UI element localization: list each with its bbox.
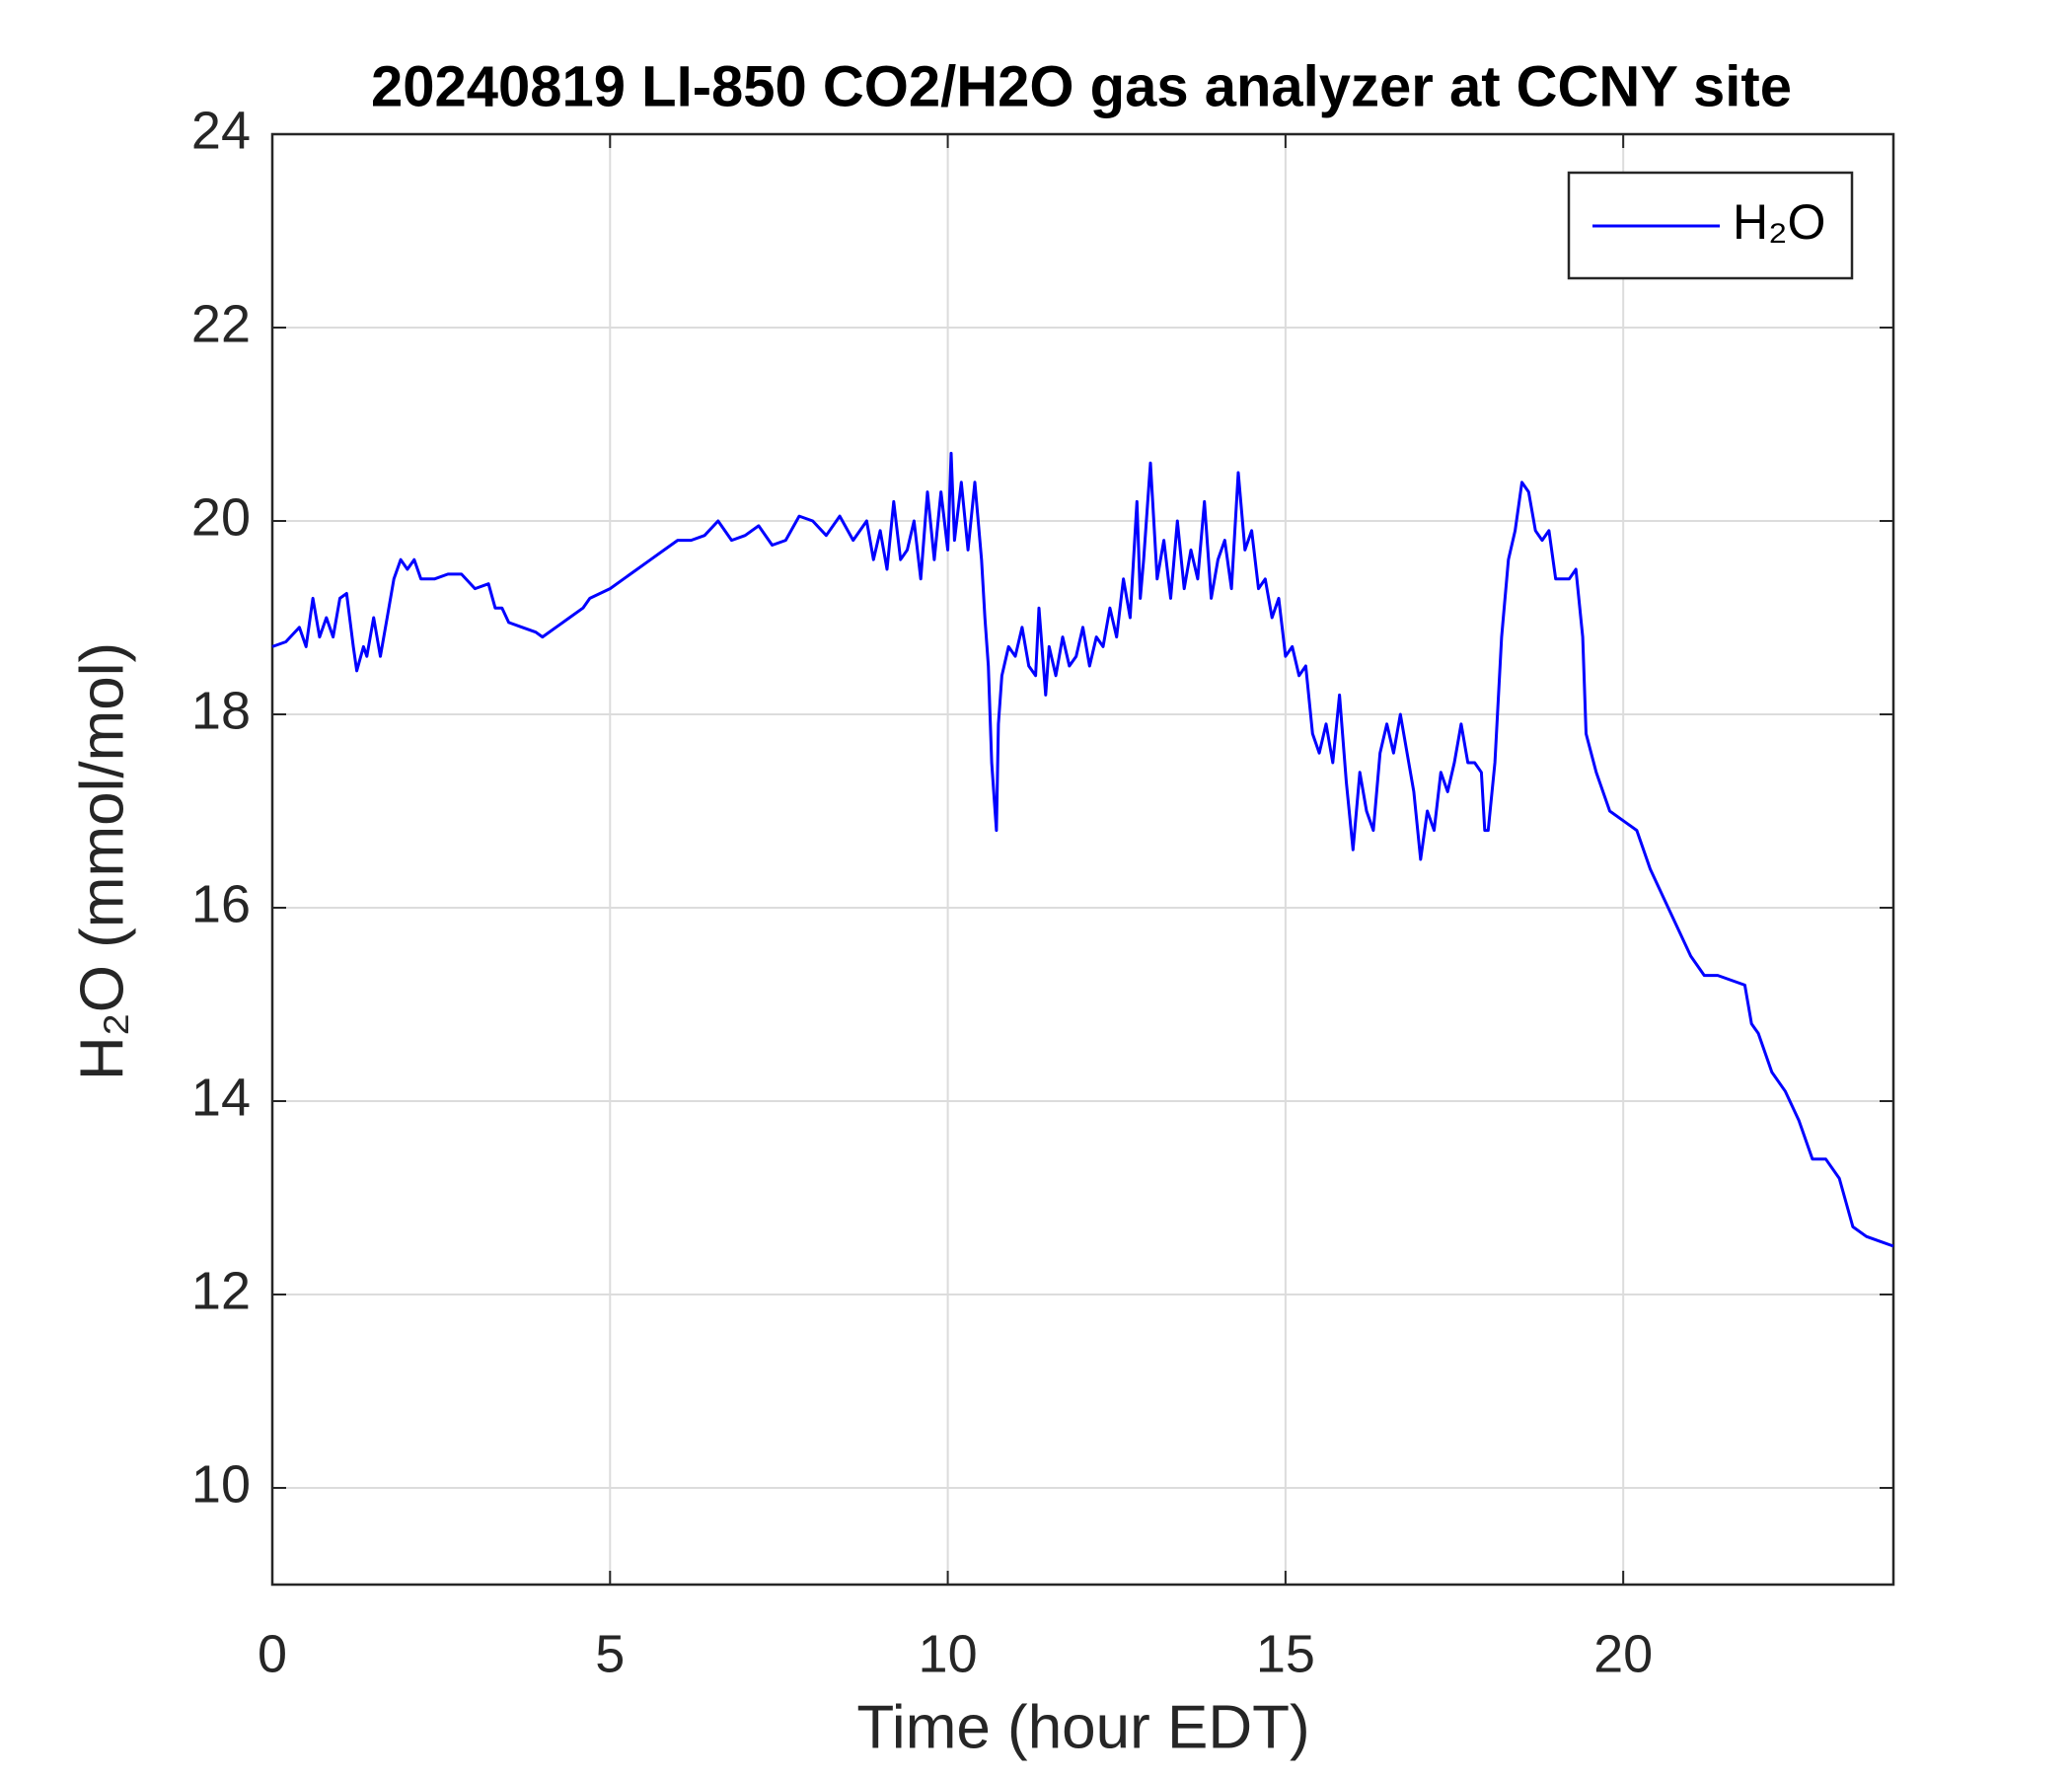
y-tick-label: 12 [191, 1261, 251, 1320]
x-tick-label: 10 [919, 1624, 978, 1683]
x-tick-label: 0 [258, 1624, 287, 1683]
y-tick-label: 10 [191, 1454, 251, 1514]
y-tick-label: 24 [191, 101, 251, 160]
y-tick-label: 22 [191, 294, 251, 353]
chart-title: 20240819 LI-850 CO2/H2O gas analyzer at … [371, 54, 1792, 118]
y-axis-label: H₂O (mmol/mol) [68, 642, 136, 1080]
y-tick-label: 20 [191, 487, 251, 547]
axes-box [270, 132, 1895, 1587]
x-tick-label: 5 [595, 1624, 625, 1683]
data-line [271, 451, 1894, 1248]
y-tick-label: 14 [191, 1068, 251, 1127]
legend-label: H₂O [1733, 194, 1825, 250]
x-tick-label: 20 [1593, 1624, 1653, 1683]
x-axis-label: Time (hour EDT) [856, 1693, 1309, 1761]
y-tick-label: 18 [191, 681, 251, 740]
y-tick-label: 16 [191, 874, 251, 933]
x-tick-label: 15 [1256, 1624, 1315, 1683]
